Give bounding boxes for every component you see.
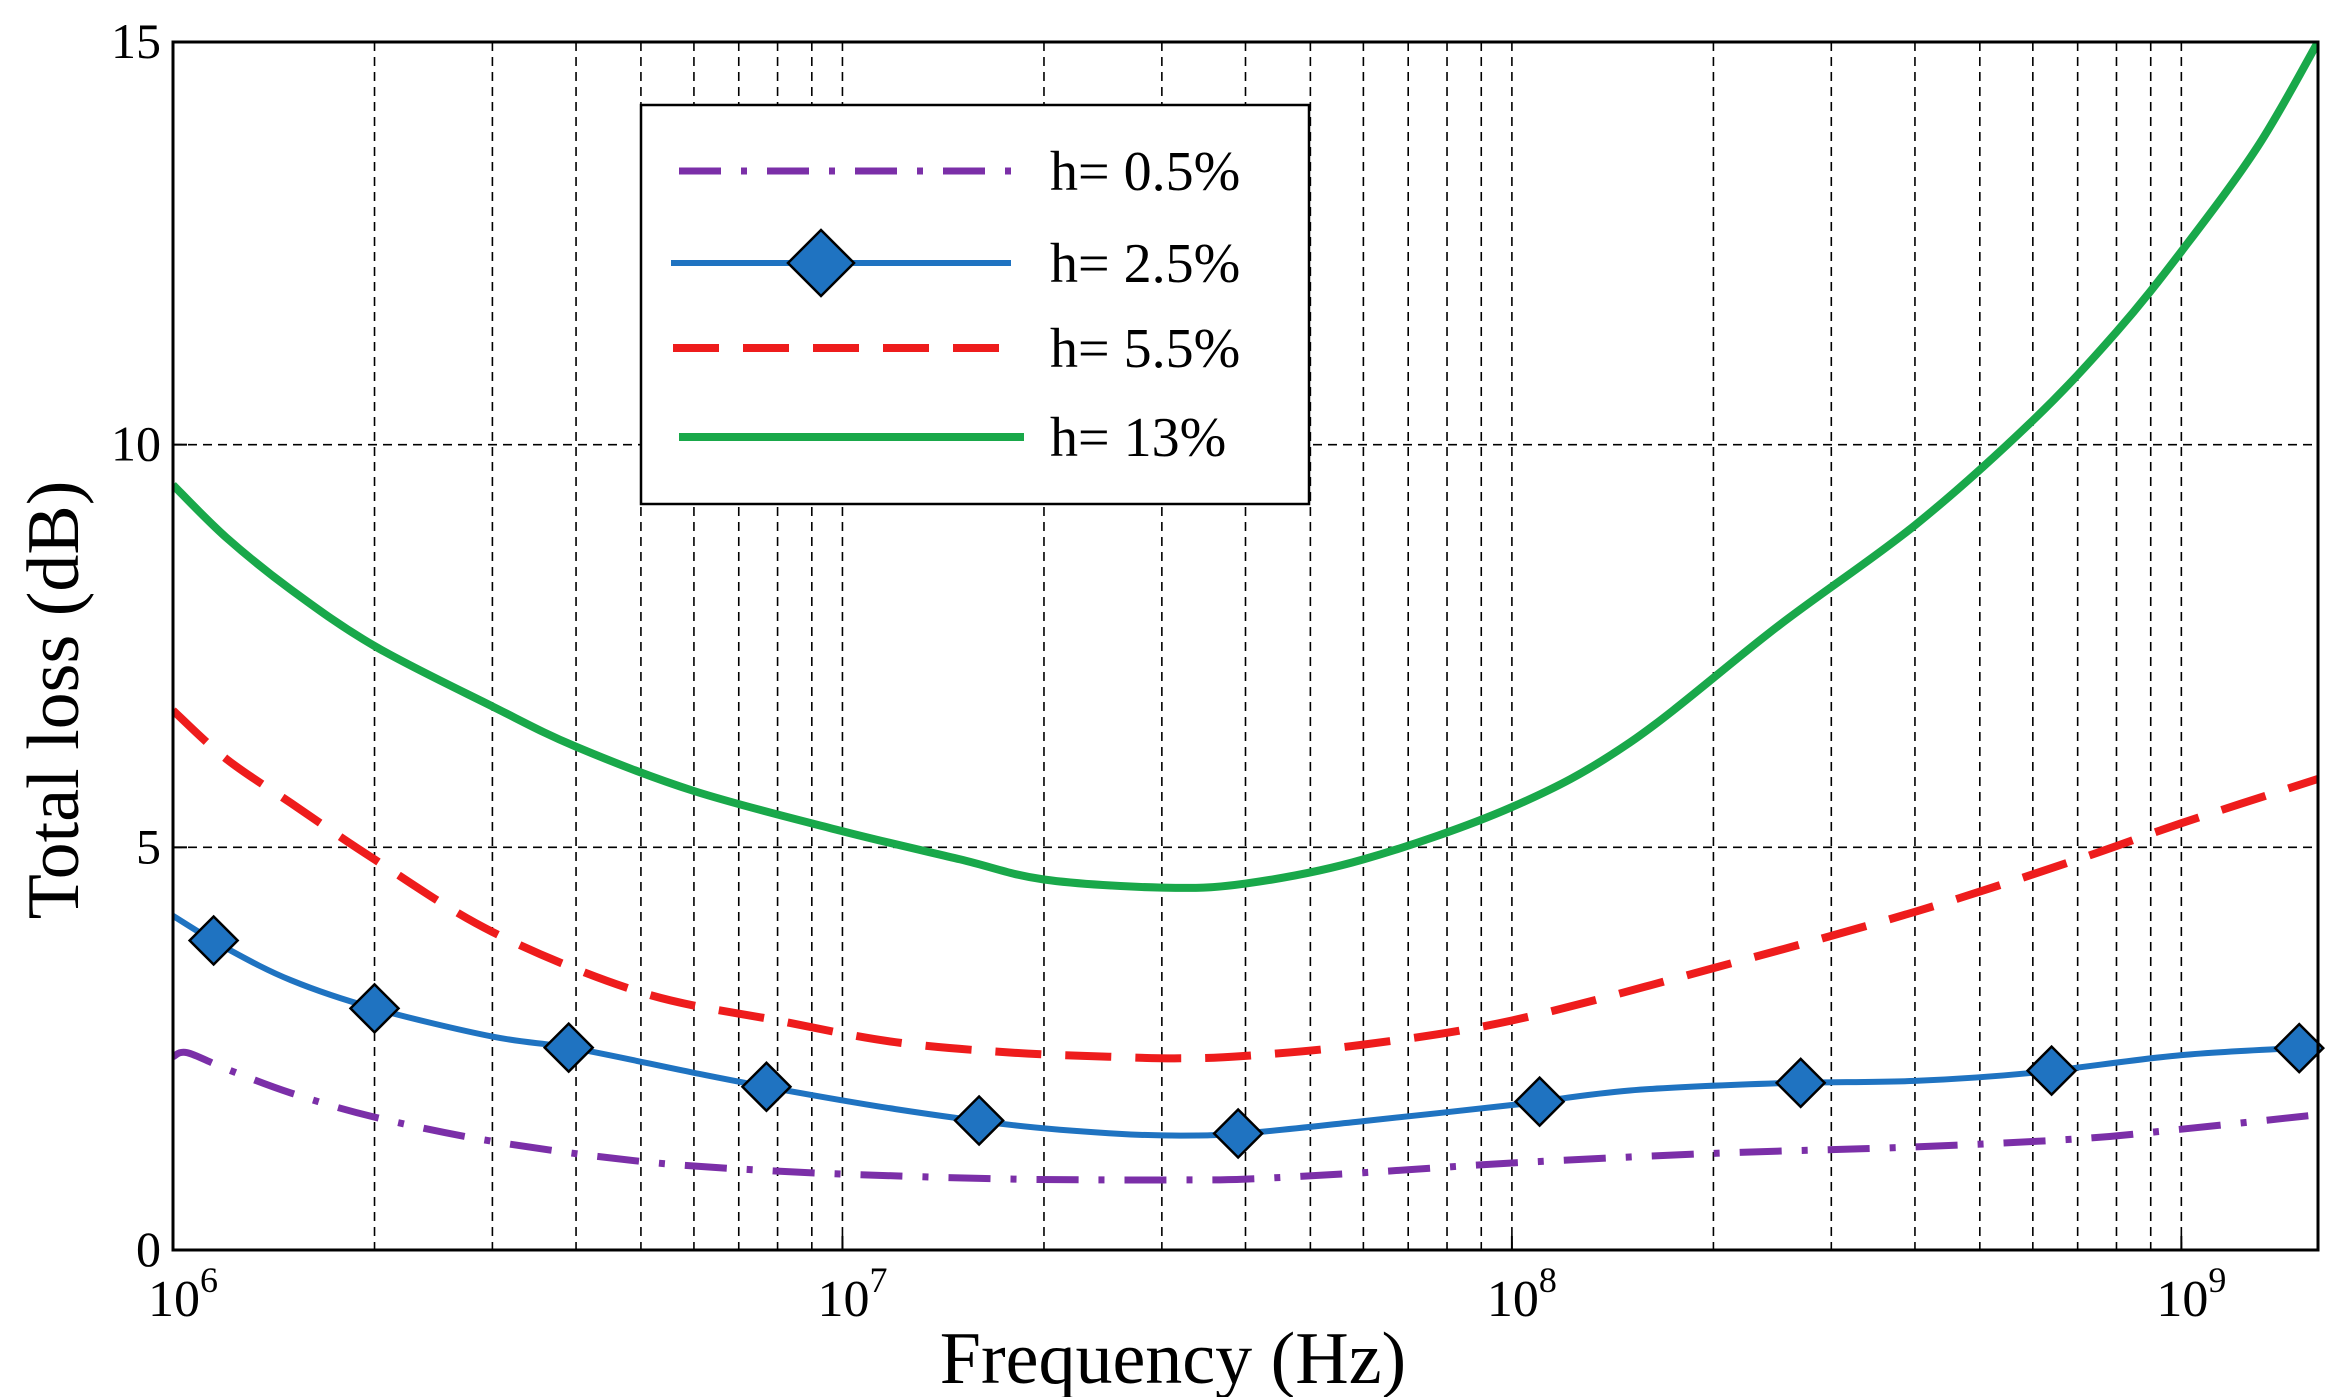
data-point-diamond — [187, 914, 240, 967]
plot-frame — [171, 40, 2320, 1252]
data-point-diamond — [542, 1021, 595, 1074]
tick-labels: 0 5 10 15 106 107 108 109 — [111, 13, 2226, 1328]
series-line-0 — [173, 1048, 2318, 1184]
x-tick-label: 109 — [2156, 1260, 2226, 1328]
data-point-diamond — [2273, 1022, 2326, 1074]
y-tick-label: 15 — [111, 13, 161, 69]
data-point-diamond — [1513, 1075, 1566, 1128]
data-point-diamond — [953, 1094, 1005, 1147]
x-tick-label: 107 — [817, 1260, 887, 1328]
data-point-diamond — [740, 1061, 793, 1113]
data-point-diamond — [1774, 1057, 1827, 1109]
legend-entry-0: h= 0.5% — [679, 141, 1240, 203]
x-tick-label: 108 — [1487, 1260, 1557, 1328]
legend: h= 0.5% h= 2.5% h= 5.5% h= 13% — [639, 103, 1311, 506]
data-point-diamond — [1212, 1107, 1264, 1160]
legend-label-1: h= 2.5% — [1050, 233, 1240, 295]
legend-entry-1: h= 2.5% — [671, 228, 1240, 298]
y-tick-label: 10 — [111, 416, 161, 472]
x-axis-label: Frequency (Hz) — [940, 1318, 1406, 1397]
series-line-1 — [173, 913, 2318, 1139]
legend-entry-2: h= 5.5% — [673, 318, 1240, 380]
series-line-3 — [173, 42, 2318, 892]
legend-label-3: h= 13% — [1050, 407, 1226, 469]
y-axis-label: Total loss (dB) — [13, 481, 95, 920]
data-point-diamond — [2025, 1044, 2078, 1097]
y-tick-label: 5 — [136, 818, 161, 874]
legend-entry-3: h= 13% — [679, 407, 1226, 469]
x-tick-label: 106 — [148, 1260, 218, 1328]
series-line-2 — [173, 707, 2318, 1063]
data-point-diamond — [348, 982, 401, 1035]
legend-label-2: h= 5.5% — [1050, 318, 1240, 380]
series-layer — [173, 42, 2326, 1184]
legend-label-0: h= 0.5% — [1050, 141, 1240, 203]
legend-marker-diamond — [786, 228, 856, 298]
y-tick-label: 0 — [136, 1221, 161, 1277]
